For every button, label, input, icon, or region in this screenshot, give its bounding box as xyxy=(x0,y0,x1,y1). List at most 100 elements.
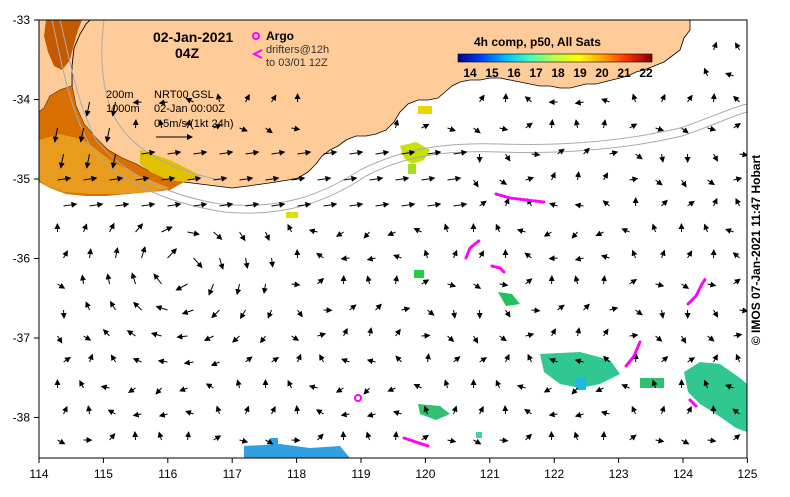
current-vector xyxy=(159,361,168,362)
current-vector xyxy=(688,407,692,414)
colorbar-title: 4h comp, p50, All Sats xyxy=(474,35,601,49)
current-vector xyxy=(368,276,370,284)
current-vector xyxy=(350,305,356,310)
current-vector xyxy=(90,355,93,362)
current-vector xyxy=(526,334,534,336)
lat-tick-label: -33 xyxy=(13,13,31,27)
current-vector xyxy=(740,310,748,311)
current-vector xyxy=(422,335,430,336)
current-vector xyxy=(132,273,135,284)
map-time: 04Z xyxy=(175,45,200,61)
current-vector xyxy=(388,388,395,391)
current-vector xyxy=(506,355,509,362)
drifter-tracks xyxy=(404,194,706,446)
argo-float xyxy=(355,395,361,401)
current-vector xyxy=(396,356,402,362)
current-vector xyxy=(496,225,499,232)
latitude-axis: -33-34-35-36-37-38 xyxy=(13,13,39,425)
current-vector xyxy=(714,310,718,317)
colorbar-tick-label: 20 xyxy=(595,66,609,80)
current-vector xyxy=(110,434,115,440)
current-vector xyxy=(414,384,421,388)
current-vector xyxy=(448,128,456,131)
current-vector xyxy=(705,225,708,232)
colorbar-tick-label: 14 xyxy=(463,66,477,80)
lat-tick-label: -38 xyxy=(13,411,31,425)
current-vector xyxy=(109,410,116,414)
current-vector xyxy=(364,388,369,394)
current-vector xyxy=(261,336,266,342)
current-vector xyxy=(526,178,534,180)
current-vector xyxy=(474,440,481,444)
current-vector xyxy=(596,388,603,391)
current-vector xyxy=(266,232,270,240)
current-vector xyxy=(214,232,222,239)
current-vector xyxy=(714,43,717,50)
current-vector xyxy=(160,414,168,416)
current-vector xyxy=(422,280,429,284)
current-vector xyxy=(129,388,136,392)
current-vector xyxy=(604,120,606,128)
lon-tick-label: 120 xyxy=(415,467,435,481)
current-vector xyxy=(656,180,662,185)
lon-tick-label: 121 xyxy=(480,467,500,481)
current-vector xyxy=(662,406,665,414)
current-vector xyxy=(414,228,421,232)
current-vector xyxy=(448,336,454,341)
current-vector xyxy=(292,284,300,285)
drifters-label-1: drifters@12h xyxy=(266,44,329,56)
current-vector xyxy=(682,180,687,187)
current-vector xyxy=(337,232,344,236)
current-vector xyxy=(688,95,693,102)
colorbar-tick-label: 15 xyxy=(485,66,499,80)
current-vector xyxy=(610,152,618,154)
current-vector xyxy=(445,380,447,388)
current-vector xyxy=(428,354,429,362)
current-vector xyxy=(205,336,214,340)
current-vector xyxy=(402,308,410,310)
current-vector xyxy=(506,199,509,206)
drifter-track xyxy=(626,342,640,366)
current-vector xyxy=(682,284,689,288)
current-vector xyxy=(532,154,540,155)
current-vector xyxy=(185,362,194,363)
current-vector xyxy=(240,440,248,442)
current-vector xyxy=(220,258,223,269)
current-vector xyxy=(212,362,220,365)
current-vector xyxy=(388,232,395,235)
current-vector xyxy=(633,251,636,258)
current-vector xyxy=(584,304,590,310)
current-vector xyxy=(630,335,638,336)
current-vector xyxy=(474,284,481,288)
current-vector xyxy=(80,381,84,388)
current-vector xyxy=(500,284,508,285)
current-vector xyxy=(532,310,540,311)
current-vector xyxy=(656,128,664,130)
current-vector xyxy=(288,381,291,388)
current-vector xyxy=(58,336,62,343)
current-vector xyxy=(298,310,303,317)
current-vector xyxy=(630,435,636,440)
current-vector xyxy=(288,225,292,232)
drifter-track xyxy=(690,400,696,406)
current-vector xyxy=(688,251,692,258)
current-vector xyxy=(550,258,558,259)
current-vector xyxy=(428,204,441,206)
current-vector xyxy=(90,249,91,258)
current-vector xyxy=(396,432,397,440)
argo-label: Argo xyxy=(266,29,294,43)
current-vector xyxy=(240,232,245,240)
current-vector xyxy=(576,205,584,206)
current-vector xyxy=(422,178,435,180)
current-vector xyxy=(480,407,484,414)
current-vector xyxy=(662,154,663,162)
map-date: 02-Jan-2021 xyxy=(153,29,233,45)
current-vector xyxy=(448,440,456,442)
current-vector xyxy=(367,432,370,440)
current-vector xyxy=(212,310,220,318)
current-vector xyxy=(575,432,578,440)
current-vector xyxy=(214,436,221,440)
current-vector xyxy=(708,128,716,130)
